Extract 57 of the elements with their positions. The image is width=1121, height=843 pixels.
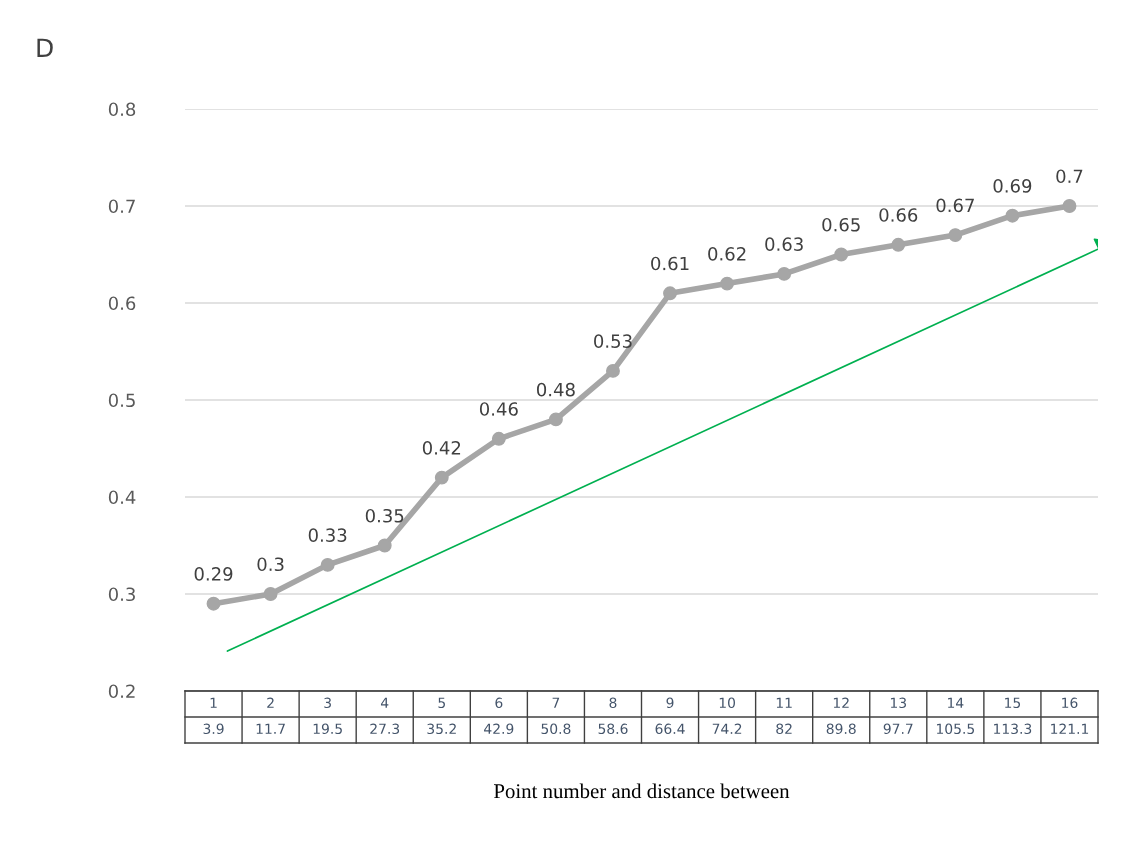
x-tick-label: 10 74.2	[712, 697, 742, 734]
data-label: 0.29	[194, 567, 233, 581]
data-label: 0.63	[765, 237, 803, 251]
data-label: 0.3	[257, 557, 284, 572]
point	[377, 538, 392, 553]
point	[834, 247, 849, 262]
x-tick-label: 14 105.5	[936, 697, 975, 735]
y-tick-label: 0.5	[108, 393, 135, 408]
point	[1005, 208, 1020, 223]
data-label: 0.67	[936, 198, 974, 213]
point	[720, 276, 735, 291]
data-label: 0.62	[708, 247, 746, 261]
x-tick-label: 4 27.3	[370, 697, 400, 735]
x-tick-label: 5 35.2	[427, 697, 456, 735]
x-tick-label: 7 50.8	[541, 697, 571, 735]
data-label: 0.61	[651, 256, 689, 271]
data-label: 0.69	[993, 179, 1032, 193]
point	[206, 596, 221, 611]
y-tick-label: 0.2	[108, 684, 135, 699]
x-tick-label: 8 58.6	[598, 697, 628, 735]
point	[891, 237, 906, 252]
chart-title: D	[37, 38, 53, 57]
point	[320, 557, 335, 572]
x-tick-label: 12 89.8	[826, 697, 856, 735]
data-label: 0.33	[308, 528, 347, 542]
data-label: 0.46	[479, 402, 518, 416]
y-tick-label: 0.7	[108, 199, 135, 214]
data-label: 0.48	[537, 382, 575, 397]
point	[434, 470, 449, 485]
data-label: 0.66	[879, 208, 918, 222]
point	[948, 228, 963, 243]
x-tick-label: 1 3.9	[203, 697, 224, 735]
x-tick-label: 11 82	[776, 697, 792, 735]
y-tick-label: 0.4	[108, 490, 136, 505]
data-label: 0.53	[594, 334, 632, 348]
x-tick-label: 3 19.5	[313, 697, 342, 735]
x-tick-label: 15 113.3	[994, 697, 1032, 735]
x-tick-label: 9 66.4	[655, 697, 685, 735]
data-label: 0.7	[1056, 169, 1083, 184]
point	[1062, 199, 1077, 213]
x-tick-label: 13 97.7	[883, 697, 913, 735]
y-tick-label: 0.8	[108, 102, 136, 117]
x-axis-title: Point number and distance between	[493, 783, 790, 799]
x-tick-label: 6 42.9	[484, 697, 514, 735]
point	[606, 363, 620, 378]
data-label: 0.42	[422, 441, 461, 455]
x-tick-label: 16 121.1	[1051, 697, 1089, 734]
point	[491, 431, 506, 446]
point	[263, 587, 278, 601]
point	[777, 266, 792, 281]
y-tick-label: 0.3	[108, 587, 135, 602]
data-label: 0.35	[365, 508, 404, 523]
data-label: 0.65	[822, 217, 860, 232]
x-tick-label: 2 11.7	[256, 697, 285, 734]
point	[548, 412, 563, 427]
y-tick-label: 0.6	[108, 296, 136, 311]
point	[663, 286, 677, 301]
